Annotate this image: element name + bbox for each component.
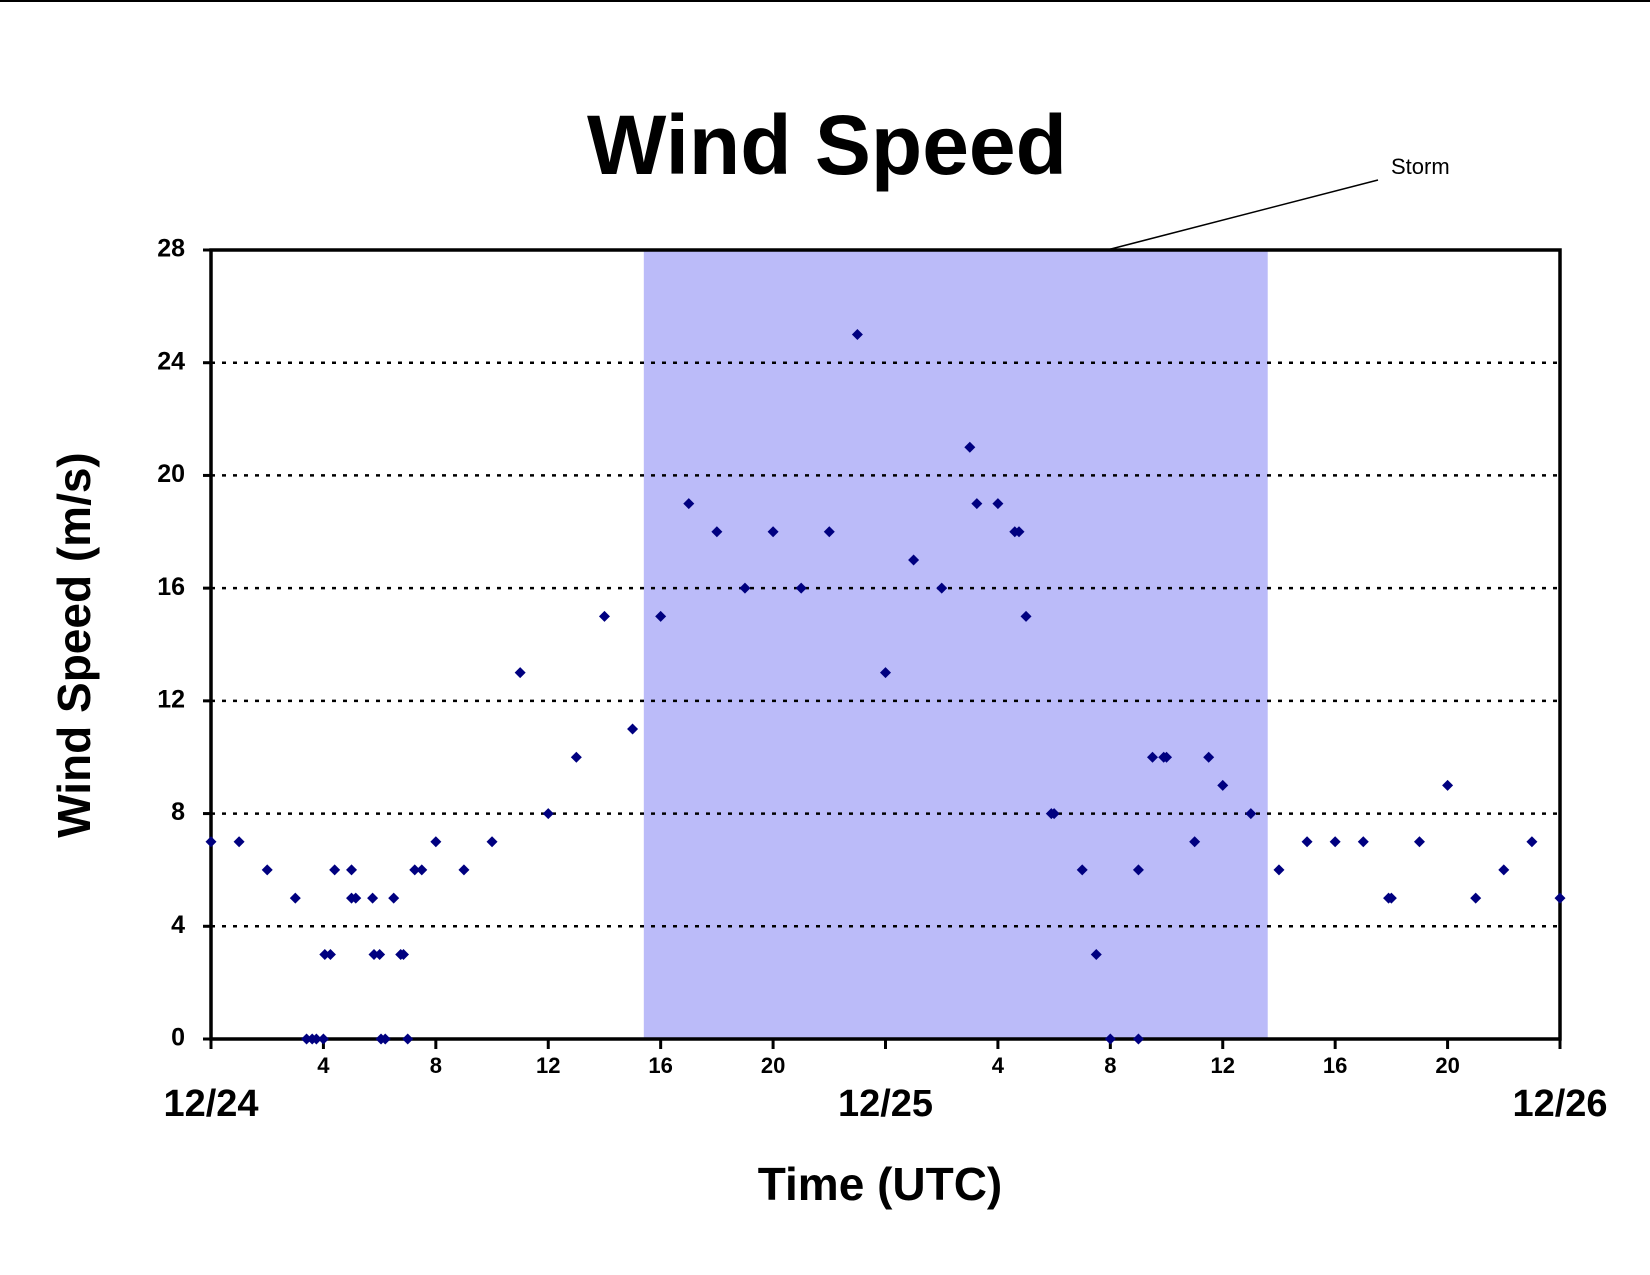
data-point (880, 667, 891, 679)
data-point (767, 526, 779, 538)
data-point (233, 836, 245, 848)
data-point (598, 610, 610, 622)
plot-frame (209, 248, 1562, 1041)
y-tick-label: 8 (171, 798, 185, 826)
data-point (1020, 610, 1032, 622)
data-point (368, 948, 380, 960)
data-point (324, 948, 336, 960)
x-tick-label: 16 (1323, 1053, 1347, 1078)
y-tick-label: 16 (157, 573, 185, 601)
data-point (795, 582, 807, 594)
annotation-line (1106, 179, 1379, 251)
data-point (1013, 526, 1025, 538)
data-point (1357, 836, 1369, 848)
storm-shading (643, 250, 1268, 1039)
data-point (261, 864, 273, 876)
x-tick-label: 16 (648, 1053, 672, 1078)
data-point (1104, 1033, 1116, 1045)
data-point (329, 864, 341, 876)
data-point (1554, 892, 1566, 904)
data-point (350, 892, 362, 904)
data-point (1442, 779, 1454, 791)
data-point (1413, 836, 1425, 848)
data-point (936, 582, 948, 594)
data-point (367, 892, 379, 904)
data-point (346, 864, 358, 876)
data-point (388, 892, 400, 904)
data-point (416, 864, 428, 876)
x-tick-label: 20 (761, 1053, 785, 1078)
data-point (514, 667, 526, 679)
data-point (542, 808, 554, 820)
y-tick-label: 4 (171, 911, 185, 939)
data-point (1385, 892, 1397, 904)
y-tick-label: 28 (157, 235, 185, 263)
data-point (402, 1033, 414, 1045)
data-point (430, 836, 442, 848)
data-point (310, 1033, 322, 1045)
data-point (289, 892, 301, 904)
data-point (570, 751, 582, 763)
data-point (1301, 836, 1313, 848)
data-point (992, 498, 1004, 510)
x-tick-label: 12 (1211, 1053, 1235, 1078)
x-tick-label: 4 (317, 1053, 330, 1078)
data-point (908, 554, 920, 566)
annotation-label: Storm (1391, 154, 1450, 179)
data-point (319, 948, 331, 960)
data-point (486, 836, 498, 848)
x-date-label: 12/26 (1512, 1083, 1607, 1125)
y-axis-label: Wind Speed (m/s) (48, 452, 100, 838)
y-tick-label: 0 (171, 1024, 185, 1052)
x-axis-label: Time (UTC) (758, 1158, 1003, 1210)
data-point (1132, 864, 1144, 876)
data-point (1217, 779, 1229, 791)
data-point (1329, 836, 1341, 848)
data-point (739, 582, 751, 594)
x-tick-label: 12 (536, 1053, 560, 1078)
data-point (458, 864, 470, 876)
data-point (1146, 751, 1158, 763)
data-point (1189, 836, 1201, 848)
data-point (711, 526, 723, 538)
data-point (1245, 808, 1257, 820)
data-point (409, 864, 421, 876)
data-point (1132, 1033, 1144, 1045)
data-point (1090, 948, 1102, 960)
data-point (379, 1033, 391, 1045)
x-tick-label: 8 (430, 1053, 442, 1078)
data-point (1076, 864, 1088, 876)
data-point (683, 498, 695, 510)
y-tick-label: 24 (157, 347, 185, 375)
data-point (205, 836, 217, 848)
data-point (301, 1033, 313, 1045)
x-tick-label: 8 (1104, 1053, 1116, 1078)
data-point (1203, 751, 1215, 763)
x-date-label: 12/24 (163, 1083, 258, 1125)
data-point (971, 498, 983, 510)
data-point (1526, 836, 1538, 848)
data-point (374, 948, 386, 960)
x-tick-label: 20 (1435, 1053, 1459, 1078)
data-point (655, 610, 667, 622)
x-date-label: 12/25 (838, 1083, 933, 1125)
data-point (851, 329, 863, 341)
x-tick-label: 4 (992, 1053, 1005, 1078)
data-point (964, 441, 976, 453)
data-point (1161, 751, 1173, 763)
data-point (627, 723, 639, 735)
data-point (317, 1033, 329, 1045)
data-point (1470, 892, 1482, 904)
data-point (398, 948, 410, 960)
data-point (1048, 808, 1060, 820)
y-tick-label: 20 (157, 460, 185, 488)
data-point (1498, 864, 1510, 876)
data-point (823, 526, 835, 538)
y-tick-label: 12 (157, 685, 185, 713)
data-point (1273, 864, 1285, 876)
chart-title: Wind Speed (587, 98, 1067, 192)
